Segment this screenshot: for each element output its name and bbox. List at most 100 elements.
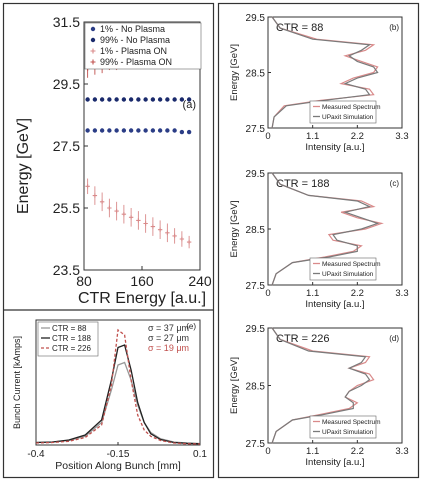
panel-b-xtick-label: 3.3 <box>395 131 408 142</box>
legend-label: CTR = 188 <box>52 334 91 343</box>
panel-a-point <box>165 97 170 102</box>
panel-c-ytick-label: 28.5 <box>246 225 266 236</box>
panel-a-point <box>85 128 90 133</box>
panel-c-xtick-label: 3.3 <box>395 288 408 299</box>
panel-c-legend: Measured Spectrum UPaxit Simulation <box>309 257 381 281</box>
panel-c-xlabel: Intensity [a.u.] <box>305 299 364 310</box>
panel-a-point <box>186 97 192 102</box>
legend-label: UPaxit Simulation <box>322 114 374 121</box>
legend-marker <box>90 37 96 43</box>
panel-d-ctr-annotation: CTR = 226 <box>276 333 330 345</box>
legend-label: 1% - No Plasma <box>100 24 165 34</box>
panel-a-xtick-label: 160 <box>130 273 154 289</box>
legend-marker <box>90 48 96 54</box>
legend-label: 1% - Plasma ON <box>100 46 167 56</box>
panel-a-point <box>114 97 119 102</box>
panel-a-point <box>92 128 98 133</box>
legend-marker <box>90 26 96 32</box>
panel-a-point <box>121 212 127 217</box>
panel-d-ytick-label: 29.5 <box>246 324 266 335</box>
panel-a-point <box>136 128 141 133</box>
legend-marker <box>90 59 96 65</box>
panel-d: 27.5 28.5 29.5 0 1.1 2.2 3.3 Intensity [a.u.] En… <box>229 324 409 468</box>
panel-a-point <box>136 218 141 223</box>
panel-a-point <box>179 129 185 135</box>
panel-a-point <box>85 97 90 102</box>
panel-a-xlabel: CTR Energy [a.u.] <box>78 290 206 307</box>
panel-c-ctr-annotation: CTR = 188 <box>276 178 330 190</box>
panel-a-ytick-label: 31.5 <box>53 14 80 30</box>
panel-a-point <box>172 128 177 133</box>
panel-a-point <box>186 239 192 245</box>
panel-a-point <box>114 128 119 133</box>
panel-d-xtick-label: 0 <box>265 446 270 457</box>
panel-a-point <box>107 97 112 102</box>
panel-b-legend: Measured Spectrum UPaxit Simulation <box>309 100 381 124</box>
panel-d-ytick-label: 27.5 <box>246 439 266 450</box>
panel-e-xlabel: Position Along Bunch [mm] <box>55 460 181 472</box>
panel-b-ytick-label: 28.5 <box>246 69 266 80</box>
panel-a-point <box>107 205 112 211</box>
legend-label: Measured Spectrum <box>322 261 381 268</box>
legend-label: 99% - No Plasma <box>100 35 170 45</box>
panel-a-point <box>114 208 119 214</box>
panel-a-point <box>128 97 134 102</box>
panel-e-xtick-label: -0.15 <box>107 449 130 460</box>
panel-a-point <box>128 215 134 220</box>
panel-d-ylabel: Energy [GeV] <box>229 357 240 414</box>
panel-c-ylabel: Energy [GeV] <box>229 200 240 257</box>
panel-c-ytick-label: 29.5 <box>246 169 266 180</box>
panel-d-xlabel: Intensity [a.u.] <box>305 457 364 468</box>
legend-box <box>309 415 377 439</box>
panel-a-point <box>136 97 141 102</box>
panel-a-point <box>143 128 148 133</box>
panel-b-ytick-label: 27.5 <box>246 124 266 135</box>
panel-a-ytick-label: 29.5 <box>53 76 80 92</box>
panel-a-point <box>92 193 98 198</box>
panel-a-point <box>165 230 170 235</box>
panel-a-point <box>150 97 156 102</box>
panel-c-xtick-label: 2.2 <box>351 288 364 299</box>
panel-b: 27.5 28.5 29.5 0 1.1 2.2 3.3 Intensity [a.u.] En… <box>229 13 409 153</box>
sigma-annotation: σ = 19 μm <box>148 343 189 353</box>
panel-a-panel-label: (a) <box>183 99 196 111</box>
legend-label: Measured Spectrum <box>322 104 381 111</box>
panel-e-series-line <box>35 361 201 445</box>
panel-b-ctr-annotation: CTR = 88 <box>276 22 323 34</box>
panel-a-legend-box <box>84 22 202 70</box>
panel-a-ytick-label: 23.5 <box>53 262 80 278</box>
panel-d-legend: Measured Spectrum UPaxit Simulation <box>309 415 381 439</box>
panel-a-ytick-label: 27.5 <box>53 138 80 154</box>
panel-a-point <box>179 236 185 242</box>
panel-d-xtick-label: 1.1 <box>306 446 319 457</box>
panel-a-point <box>150 224 156 229</box>
panel-a-point <box>172 97 177 102</box>
panel-e-series-line <box>35 344 201 445</box>
panel-a-ylabel: Energy [GeV] <box>15 118 32 214</box>
panel-c-panel-label: (c) <box>390 179 400 188</box>
panel-e-panel-label: (e) <box>186 322 196 331</box>
panel-a-point <box>92 97 98 102</box>
panel-a-ytick-label: 25.5 <box>53 200 80 216</box>
panel-a-xtick-label: 240 <box>188 273 212 289</box>
sigma-annotation: σ = 37 μm <box>148 323 189 333</box>
panel-a-point <box>99 199 105 204</box>
panel-c-xtick-label: 0 <box>265 288 270 299</box>
panel-a-point <box>99 128 105 133</box>
legend-label: CTR = 226 <box>52 344 91 353</box>
legend-label: CTR = 88 <box>52 324 87 333</box>
panel-a-point <box>157 128 163 133</box>
legend-label: UPaxit Simulation <box>322 271 374 278</box>
panel-d-xtick-label: 3.3 <box>395 446 408 457</box>
left-column-frame <box>2 2 215 479</box>
panel-a-point <box>107 128 112 133</box>
panel-b-xlabel: Intensity [a.u.] <box>305 142 364 153</box>
panel-c-ytick-label: 27.5 <box>246 281 266 292</box>
panel-a-point <box>128 128 134 133</box>
panel-b-ylabel: Energy [GeV] <box>229 44 240 101</box>
panel-d-ytick-label: 28.5 <box>246 382 266 393</box>
panel-e-xtick-label: 0.1 <box>193 449 207 460</box>
